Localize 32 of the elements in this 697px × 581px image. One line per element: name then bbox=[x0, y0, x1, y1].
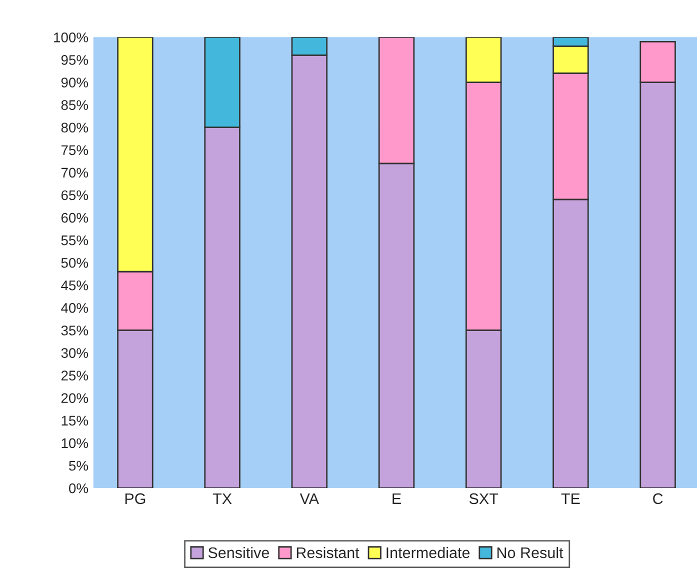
y-tick-label: 70% bbox=[61, 168, 88, 178]
y-tick-label: 45% bbox=[61, 280, 88, 290]
legend-label: Sensitive bbox=[208, 546, 270, 558]
legend-label: No Result bbox=[497, 546, 564, 558]
x-tick-label: C bbox=[653, 493, 663, 504]
y-tick-label: 10% bbox=[62, 438, 88, 448]
y-tick-label: 85% bbox=[61, 100, 88, 110]
y-tick-label: 5% bbox=[69, 460, 88, 471]
y-tick-label: 95% bbox=[61, 55, 88, 65]
y-tick-label: 15% bbox=[62, 416, 88, 426]
y-tick-label: 0% bbox=[69, 483, 88, 494]
y-tick-label: 40% bbox=[61, 303, 88, 313]
x-tick-label: TX bbox=[212, 493, 232, 504]
x-tick-label: PG bbox=[125, 493, 146, 504]
y-tick-label: 90% bbox=[61, 78, 88, 88]
legend-label: Intermediate bbox=[386, 546, 470, 558]
y-tick-label: 100% bbox=[54, 32, 88, 42]
y-tick-label: 50% bbox=[61, 258, 88, 268]
y-tick-label: 55% bbox=[61, 235, 88, 246]
y-tick-label: 80% bbox=[61, 122, 88, 133]
x-tick-label: E bbox=[392, 493, 401, 504]
x-tick-label: SXT bbox=[469, 493, 498, 504]
y-tick-label: 65% bbox=[61, 190, 88, 200]
y-tick-label: 60% bbox=[61, 212, 88, 223]
y-tick-label: 75% bbox=[61, 145, 88, 156]
y-tick-label: 30% bbox=[61, 348, 88, 358]
y-tick-label: 20% bbox=[61, 393, 88, 404]
y-tick-label: 25% bbox=[61, 370, 88, 380]
legend-label: Resistant bbox=[296, 546, 360, 558]
x-tick-label: VA bbox=[300, 493, 319, 504]
y-tick-label: 35% bbox=[61, 326, 88, 336]
x-tick-label: TE bbox=[561, 493, 580, 504]
